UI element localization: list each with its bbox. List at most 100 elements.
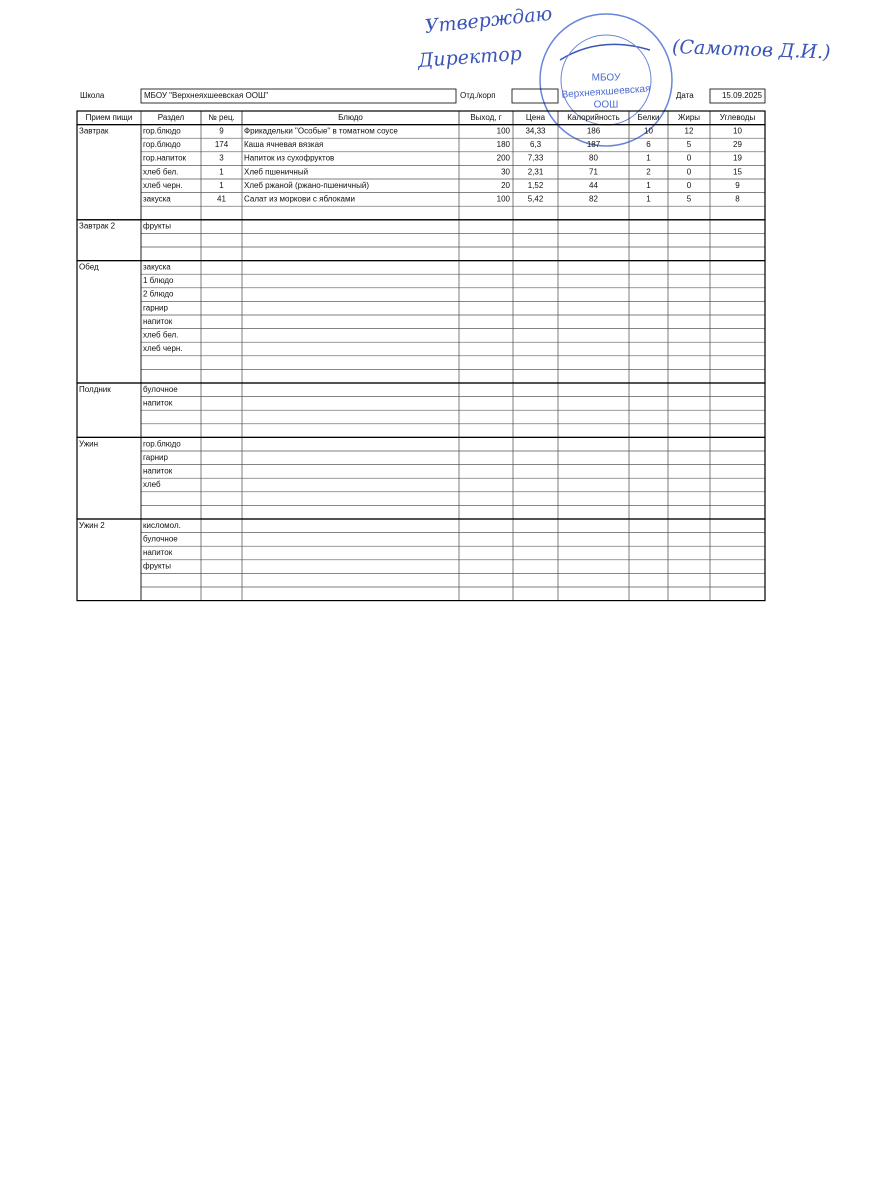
cell [512,464,559,479]
cell-text: 180 [497,140,511,149]
cell-text: 1 [646,195,651,204]
cell [200,205,243,221]
cell [512,233,559,248]
cell [458,369,514,384]
cell [512,477,559,493]
cell-text: 0 [687,167,692,176]
cell [709,573,766,588]
cell [200,505,243,520]
cell [628,464,669,479]
cell [667,233,711,248]
cell [709,314,766,329]
cell [200,287,243,302]
cell-text: Хлеб ржаной (ржано-пшеничный) [244,181,369,190]
cell [628,437,669,452]
cell [667,369,711,384]
cell-text: 15 [733,167,742,176]
column-header: Прием пищи [86,113,133,122]
cell [628,287,669,302]
cell-text: гор.напиток [143,154,187,163]
cell [241,532,460,547]
cell [458,437,514,452]
cell [557,423,630,438]
cell [512,314,559,329]
cell [709,233,766,248]
cell [628,586,669,601]
cell-text: напиток [143,467,173,476]
cell [512,545,559,561]
cell [241,287,460,302]
stamp-type: ООШ [594,100,619,111]
cell [200,450,243,465]
cell-text: 100 [497,195,511,204]
meal-name: Полдник [79,385,111,394]
cell-text: 30 [501,167,510,176]
cell [667,491,711,506]
cell [628,382,669,397]
cell [667,409,711,425]
cell [200,219,243,234]
cell [200,491,243,506]
cell [628,355,669,370]
cell [140,246,202,261]
cell [557,396,630,411]
cell [557,505,630,520]
cell-text: 5 [687,195,692,204]
cell [140,423,202,438]
cell [628,273,669,289]
cell [241,518,460,533]
cell [458,409,514,425]
cell [512,409,559,425]
cell-text: 41 [217,195,226,204]
cell [709,409,766,425]
cell [709,532,766,547]
date-label: Дата [676,91,694,100]
cell [512,301,559,316]
cell-text: напиток [143,317,173,326]
cell [140,409,202,425]
cell-text: Салат из моркови с яблоками [244,195,355,204]
cell [709,355,766,370]
cell [512,559,559,574]
column-header: Калорийность [567,113,619,122]
cell [200,573,243,588]
cell [628,532,669,547]
cell [628,301,669,316]
cell [709,559,766,574]
cell [628,341,669,357]
cell [667,559,711,574]
cell [241,382,460,397]
cell-text: гарнир [143,303,169,312]
cell-text: Фрикадельки "Особые" в томатном соусе [244,127,398,136]
cell [241,233,460,248]
cell [241,328,460,343]
cell [557,382,630,397]
meal-name: Обед [79,263,99,272]
cell [709,586,766,601]
cell [557,287,630,302]
cell-text: 1 [219,167,224,176]
cell [140,205,202,221]
cell [241,505,460,520]
cell [458,518,514,533]
approval-position: Директор [416,43,522,72]
cell [667,505,711,520]
cell [241,450,460,465]
cell [241,586,460,601]
cell-text: хлеб бел. [143,331,178,340]
column-header: Блюдо [338,113,363,122]
cell-text: гор.блюдо [143,439,181,448]
cell [458,328,514,343]
cell-text: 1 [219,181,224,190]
cell [241,260,460,275]
cell-text: 0 [687,181,692,190]
cell [628,205,669,221]
cell [628,246,669,261]
cell [241,437,460,452]
cell [557,491,630,506]
cell [628,219,669,234]
cell-text: 200 [497,154,511,163]
cell [667,355,711,370]
cell [709,273,766,289]
meal-name: Ужин [79,439,98,448]
